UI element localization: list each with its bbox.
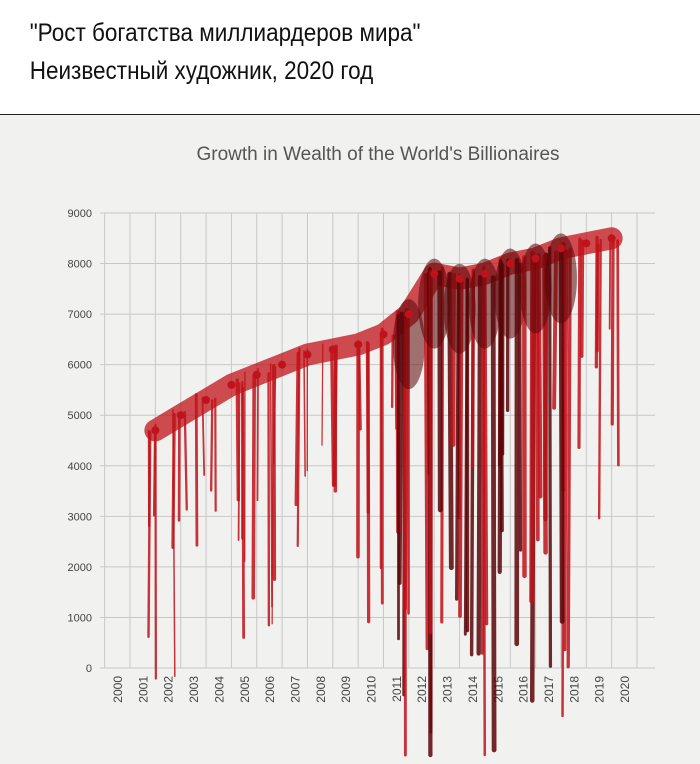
blood-drip <box>209 399 214 492</box>
data-point <box>531 254 540 263</box>
chart-title: Growth in Wealth of the World's Billiona… <box>196 144 559 165</box>
blood-drip <box>194 393 199 547</box>
blood-pool <box>418 258 451 349</box>
x-tick-label: 2006 <box>263 676 277 703</box>
x-tick-label: 2007 <box>288 676 302 703</box>
y-tick-label: 8000 <box>68 259 92 271</box>
data-point <box>354 340 363 349</box>
data-point <box>303 350 312 359</box>
blood-drip <box>321 343 324 446</box>
blood-drip <box>482 273 487 757</box>
blood-drip <box>577 237 582 449</box>
blood-drip <box>201 396 206 476</box>
data-point <box>379 330 388 339</box>
divider <box>0 114 700 115</box>
x-tick-label: 2002 <box>162 676 176 703</box>
x-tick-label: 2013 <box>441 676 455 703</box>
blood-pool <box>519 243 552 334</box>
blood-drip <box>235 378 240 502</box>
data-point <box>480 269 489 278</box>
x-tick-label: 2016 <box>517 676 531 703</box>
blood-drip <box>273 366 277 465</box>
y-tick-label: 2000 <box>68 562 92 574</box>
x-tick-label: 2010 <box>365 676 379 703</box>
caption: "Рост богатства миллиардеров мира" Неизв… <box>0 0 630 114</box>
blood-drip <box>171 413 176 549</box>
x-tick-label: 2014 <box>466 676 480 703</box>
y-tick-label: 3000 <box>68 511 92 523</box>
blood-drip <box>241 386 246 639</box>
x-tick-label: 2005 <box>238 676 252 703</box>
data-point <box>430 269 439 278</box>
chart: Growth in Wealth of the World's Billiona… <box>68 144 655 758</box>
blood-pool <box>544 233 577 324</box>
y-tick-label: 1000 <box>68 612 92 624</box>
data-point <box>607 234 616 243</box>
data-point <box>328 345 337 354</box>
caption-title: "Рост богатства миллиардеров мира" <box>29 19 421 47</box>
artwork: Growth in Wealth of the World's Billiona… <box>0 115 700 764</box>
x-tick-label: 2004 <box>212 676 226 703</box>
blood-drip <box>566 247 572 669</box>
x-tick-label: 2012 <box>415 676 429 703</box>
data-point <box>556 244 565 253</box>
data-point <box>176 411 185 420</box>
blood-drip <box>610 238 615 426</box>
blood-pool <box>392 299 425 390</box>
data-point <box>252 370 261 379</box>
blood-drip <box>597 238 602 520</box>
x-tick-label: 2020 <box>618 676 632 703</box>
x-tick-label: 2018 <box>567 676 581 703</box>
blood-pool <box>443 263 476 354</box>
y-tick-label: 0 <box>86 663 92 675</box>
blood-drip <box>303 350 306 477</box>
data-point <box>202 396 211 405</box>
y-tick-label: 9000 <box>68 208 92 220</box>
blood-drip <box>608 235 612 330</box>
data-point <box>506 259 515 268</box>
blood-drip <box>616 239 620 467</box>
blood-drip <box>251 373 256 600</box>
blood-drip <box>256 368 259 502</box>
blood-drip <box>548 246 553 668</box>
x-tick-label: 2001 <box>136 676 150 703</box>
blood-drip <box>366 342 371 624</box>
blood-pool <box>468 258 501 349</box>
blood-drip <box>595 243 600 353</box>
x-tick-label: 2019 <box>593 676 607 703</box>
x-tick-label: 2009 <box>339 676 353 703</box>
blood-drip <box>390 334 394 409</box>
y-tick-label: 6000 <box>68 360 92 372</box>
blood-drip <box>579 239 585 358</box>
data-point <box>151 426 160 435</box>
y-tick-label: 7000 <box>68 309 92 321</box>
blood-pool <box>494 248 527 339</box>
caption-author: Неизвестный художник, 2020 год <box>29 57 374 85</box>
x-tick-label: 2008 <box>314 676 328 703</box>
x-tick-label: 2011 <box>390 676 404 702</box>
x-tick-label: 2017 <box>542 676 556 703</box>
blood-drip <box>269 363 273 608</box>
blood-drip <box>490 275 497 753</box>
data-point <box>582 239 591 248</box>
x-tick-label: 2000 <box>111 676 125 703</box>
blood-drip <box>294 351 300 507</box>
data-point <box>278 360 287 369</box>
data-point <box>455 274 464 283</box>
x-tick-label: 2003 <box>187 676 201 703</box>
data-point <box>227 380 236 389</box>
blood-drip <box>183 410 188 511</box>
y-tick-label: 4000 <box>68 461 92 473</box>
data-point <box>404 310 413 319</box>
blood-drip <box>272 364 277 581</box>
y-tick-label: 5000 <box>68 410 92 422</box>
